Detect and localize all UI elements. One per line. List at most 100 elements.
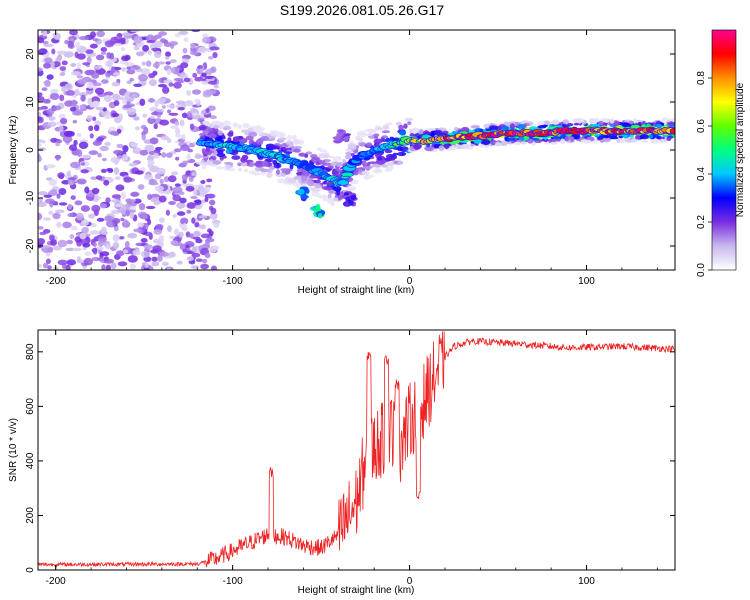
- noise-blob: [152, 245, 162, 252]
- noise-blob: [65, 264, 71, 270]
- noise-blob: [174, 120, 180, 126]
- noise-blob: [42, 262, 49, 269]
- noise-blob: [55, 155, 60, 161]
- noise-blob: [69, 144, 77, 151]
- ridge-core: [669, 127, 675, 135]
- noise-blob: [88, 213, 95, 219]
- noise-blob: [186, 209, 192, 214]
- y-tick-label: 0: [25, 567, 36, 573]
- noise-blob: [74, 200, 83, 206]
- noise-blob: [70, 71, 81, 76]
- noise-blob: [191, 217, 196, 224]
- ridge-blob: [284, 151, 293, 155]
- noise-blob: [130, 142, 139, 148]
- ridge-blob: [650, 139, 659, 144]
- noise-blob: [168, 112, 179, 116]
- ridge-blob: [268, 144, 272, 148]
- noise-blob: [117, 155, 123, 160]
- ridge-core: [337, 179, 349, 186]
- ridge-blob: [382, 124, 390, 130]
- x-tick-label: -100: [223, 276, 243, 287]
- noise-blob: [120, 217, 125, 222]
- noise-blob: [65, 247, 75, 252]
- ridge-blob: [217, 150, 224, 154]
- noise-blob: [80, 219, 89, 226]
- ridge-blob: [559, 140, 565, 144]
- noise-blob: [56, 193, 61, 199]
- ridge-blob: [237, 162, 242, 167]
- ridge-blob: [210, 163, 218, 167]
- noise-blob: [50, 239, 57, 246]
- noise-blob: [92, 100, 100, 107]
- ridge-blob: [227, 137, 232, 142]
- ridge-blob: [424, 145, 434, 152]
- noise-blob: [48, 116, 56, 121]
- noise-blob: [101, 79, 109, 84]
- noise-blob: [76, 149, 83, 157]
- ridge-blob: [388, 138, 396, 142]
- ridge-blob: [603, 117, 609, 123]
- noise-blob: [154, 185, 164, 192]
- noise-blob: [208, 246, 217, 253]
- noise-blob: [194, 98, 200, 103]
- ridge-blob: [311, 186, 322, 192]
- noise-blob: [64, 83, 72, 89]
- noise-blob: [183, 37, 189, 43]
- ridge-blob: [460, 143, 470, 150]
- noise-blob: [91, 72, 100, 79]
- ridge-blob: [222, 120, 231, 127]
- ridge-blob: [310, 156, 319, 163]
- noise-blob: [43, 217, 52, 221]
- ridge-blob: [372, 168, 383, 174]
- ridge-blob: [384, 149, 393, 154]
- ridge-blob: [509, 123, 515, 130]
- noise-blob: [151, 261, 160, 267]
- noise-blob: [91, 256, 100, 262]
- ridge-blob: [482, 139, 491, 146]
- noise-blob: [209, 46, 220, 51]
- noise-blob: [133, 228, 143, 233]
- ridge-blob: [365, 142, 373, 147]
- ridge-blob: [634, 135, 641, 140]
- noise-blob: [87, 97, 92, 105]
- noise-blob: [197, 46, 207, 54]
- noise-blob: [60, 117, 68, 125]
- noise-blob: [154, 173, 162, 180]
- ridge-blob: [296, 171, 304, 176]
- ridge-blob: [322, 198, 327, 202]
- ridge-blob: [573, 122, 580, 126]
- noise-blob: [88, 125, 94, 132]
- ridge-blob: [548, 138, 552, 143]
- noise-blob: [130, 192, 139, 197]
- noise-blob: [157, 61, 165, 65]
- ridge-blob: [232, 136, 239, 143]
- noise-blob: [96, 246, 104, 251]
- noise-blob: [45, 164, 56, 169]
- noise-blob: [75, 212, 84, 221]
- noise-blob: [86, 56, 92, 64]
- snr-x-label: Height of straight line (km): [298, 585, 415, 596]
- ridge-blob: [404, 117, 413, 121]
- noise-blob: [66, 259, 77, 266]
- noise-blob: [161, 152, 167, 158]
- noise-blob: [147, 50, 152, 55]
- ridge-blob: [470, 143, 475, 147]
- noise-blob: [38, 226, 44, 230]
- noise-blob: [42, 40, 49, 45]
- ridge-blob: [266, 172, 273, 178]
- ridge-blob: [333, 186, 342, 192]
- ridge-blob: [442, 130, 449, 134]
- ridge-blob: [243, 168, 248, 173]
- ridge-blob: [313, 179, 321, 184]
- noise-blob: [174, 228, 180, 236]
- noise-blob: [185, 185, 195, 192]
- noise-blob: [80, 94, 86, 102]
- ridge-blob: [489, 125, 499, 130]
- ridge-blob: [398, 124, 404, 131]
- noise-blob: [189, 50, 199, 56]
- ridge-blob: [602, 137, 611, 143]
- noise-blob: [97, 152, 102, 158]
- ridge-blob: [358, 131, 367, 137]
- noise-blob: [42, 30, 48, 37]
